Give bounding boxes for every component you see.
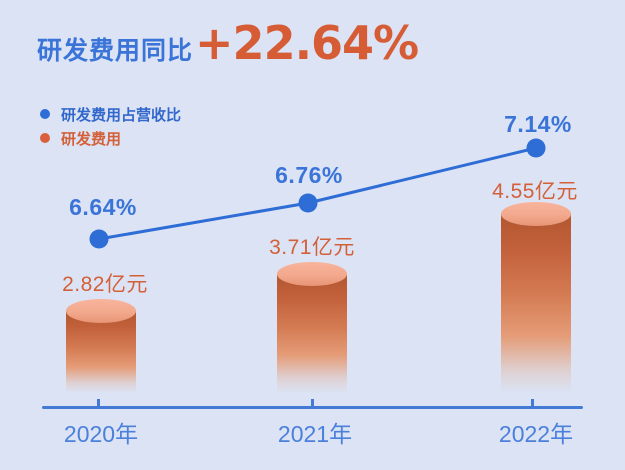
legend: 研发费用占营收比 研发费用 <box>40 104 181 148</box>
line-value-2021: 6.76% <box>275 162 343 188</box>
header: 研发费用同比 +22.64% <box>37 16 419 70</box>
line-value-2022: 7.14% <box>504 111 572 137</box>
legend-label-expense: 研发费用 <box>61 130 122 148</box>
page-title: 研发费用同比 <box>37 37 194 65</box>
x-label-2020: 2020年 <box>63 421 139 447</box>
legend-label-ratio: 研发费用占营收比 <box>61 106 182 124</box>
x-tick-2020 <box>97 399 100 406</box>
bar-value-2022: 4.55亿元 <box>492 180 578 203</box>
line-point-2021 <box>298 193 318 213</box>
line-point-2020 <box>89 229 109 249</box>
bar-value-2021: 3.71亿元 <box>269 236 355 259</box>
x-tick-2022 <box>531 399 534 406</box>
legend-item-ratio: 研发费用占营收比 <box>40 104 181 124</box>
bar-2021 <box>277 262 347 393</box>
x-axis <box>42 406 583 409</box>
x-label-2022: 2022年 <box>498 421 574 447</box>
legend-dot-icon <box>40 133 50 143</box>
bar-2022 <box>501 202 571 393</box>
bar-value-2020: 2.82亿元 <box>62 273 148 296</box>
yoy-growth-value: +22.64% <box>195 16 419 70</box>
bar-2020 <box>66 299 136 393</box>
x-label-2021: 2021年 <box>277 421 353 447</box>
legend-dot-icon <box>40 109 50 119</box>
line-value-2020: 6.64% <box>69 194 137 220</box>
x-tick-2021 <box>311 399 314 406</box>
line-point-2022 <box>526 138 546 158</box>
legend-item-expense: 研发费用 <box>40 128 181 148</box>
